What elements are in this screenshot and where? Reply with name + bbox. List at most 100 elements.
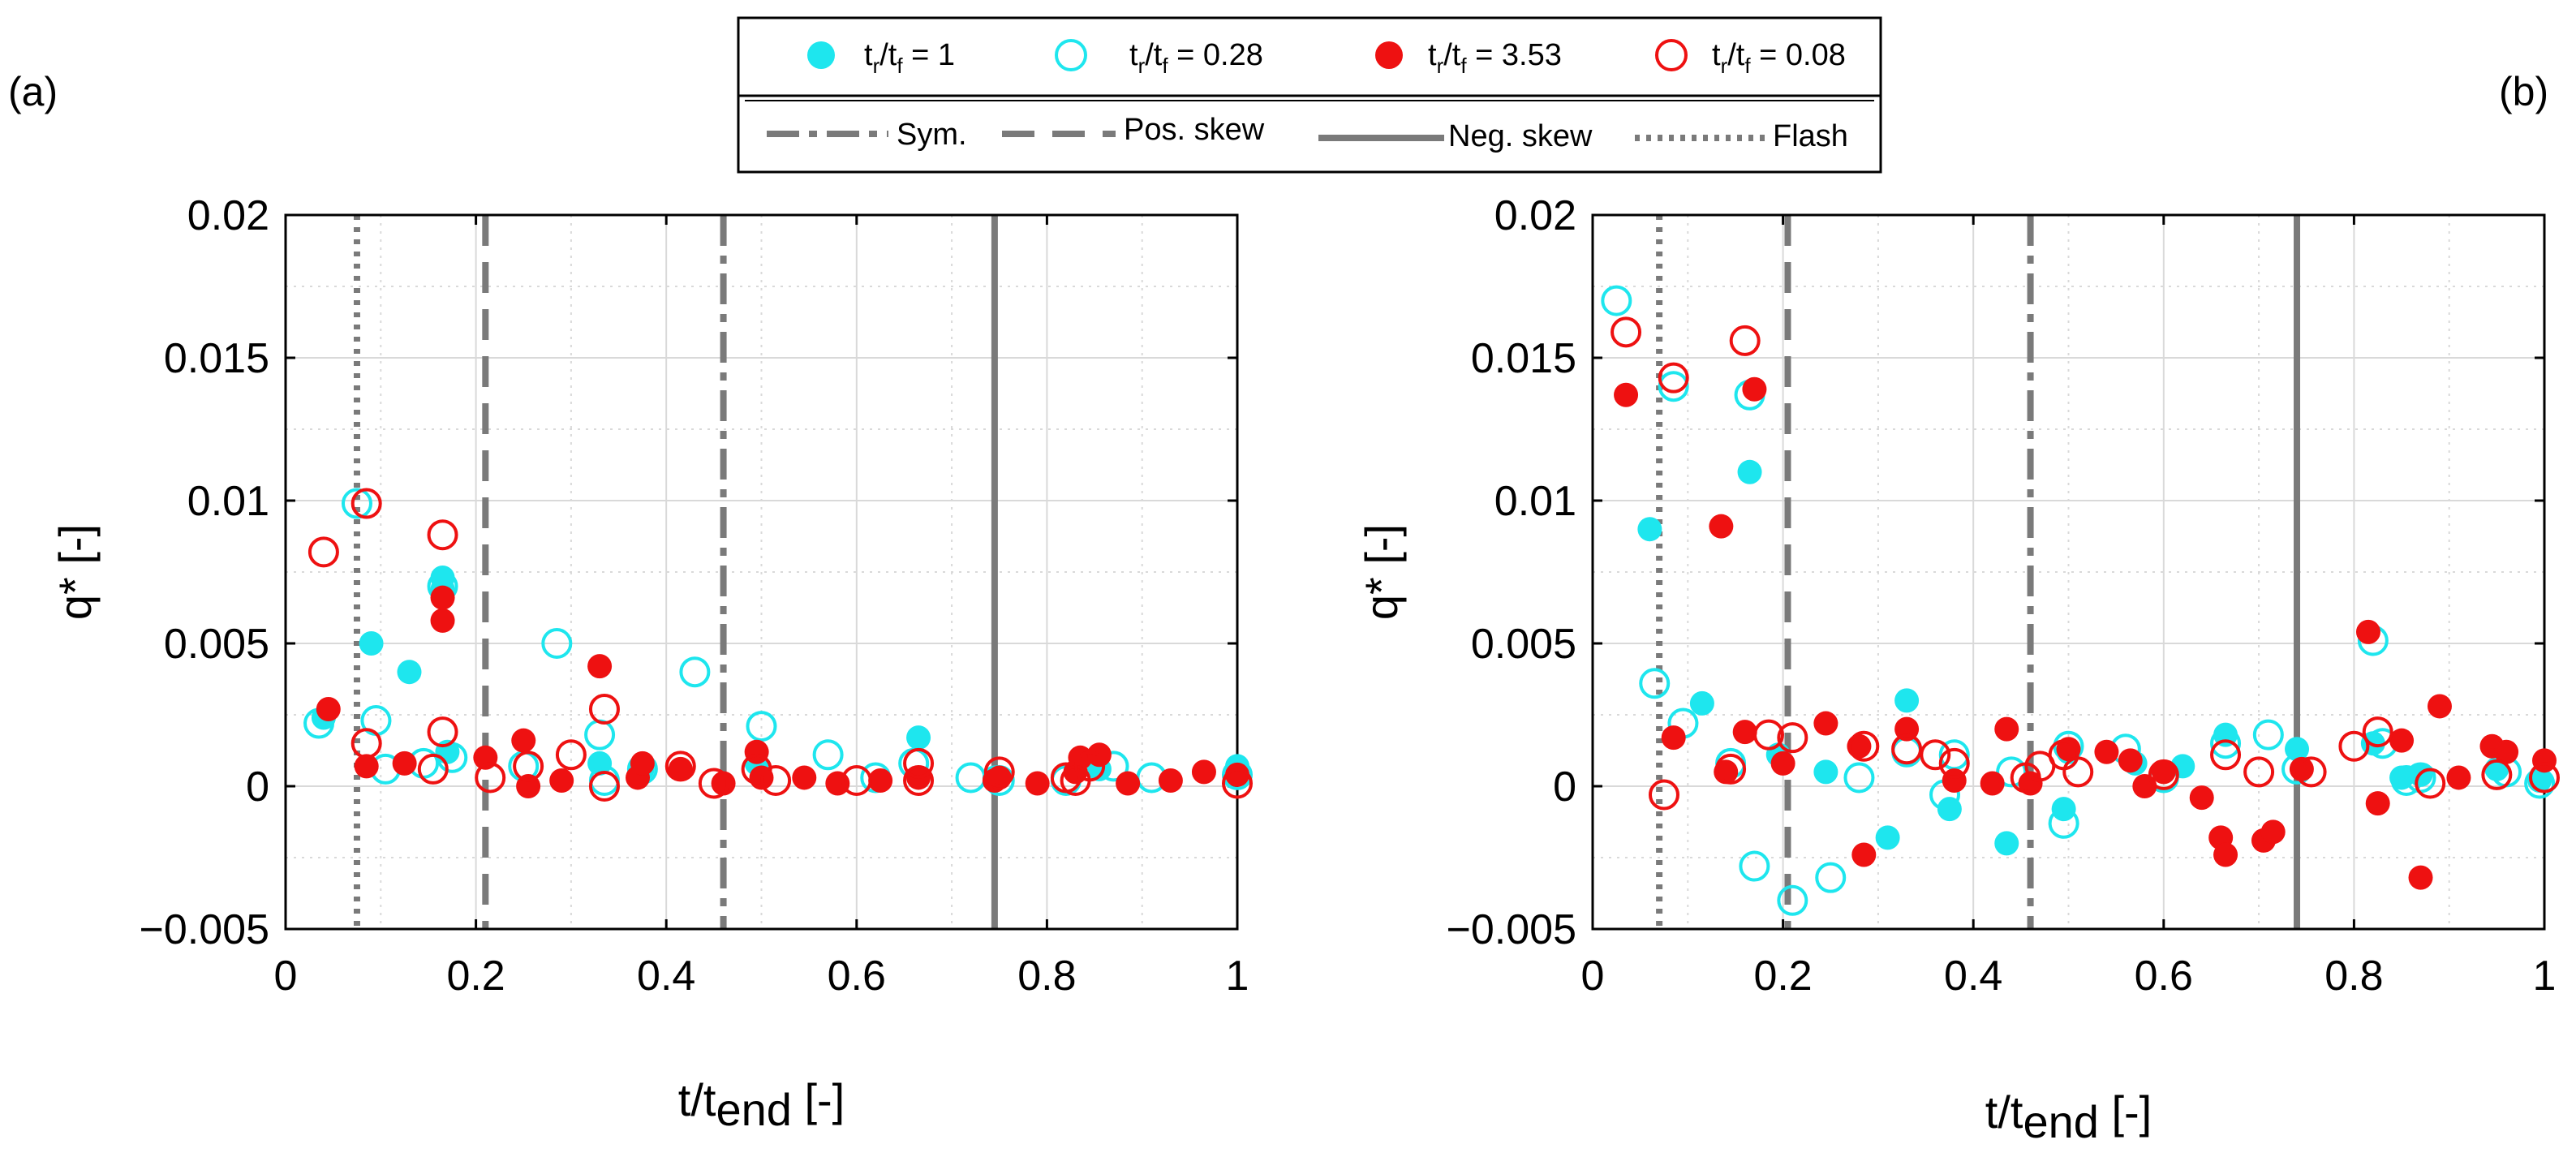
panel-b-ytick-label: 0.005 [1471, 621, 1576, 668]
panel-b-ytick-label: 0.01 [1494, 478, 1576, 525]
panel-b-ytick-label: 0.015 [1471, 335, 1576, 382]
panel-a-point-s4 [555, 739, 587, 771]
panel-b-ytick-label: 0 [1553, 763, 1576, 811]
panel-a-xtick-label: 0.6 [828, 953, 886, 1000]
panel-a-ylabel: q* [-] [49, 524, 101, 620]
panel-b-point-s2 [2390, 764, 2422, 796]
panel-b-point-s2 [1658, 371, 1689, 402]
panel-a-point-s4 [903, 764, 935, 796]
panel-b-point-s1 [1813, 759, 1838, 785]
panel-b-point-s3 [2151, 759, 2176, 785]
panel-b-point-s4 [1648, 779, 1679, 811]
panel-a-point-s4 [588, 693, 620, 725]
panel-b-point-s2 [1815, 862, 1847, 893]
panel-b-point-s3 [2389, 728, 2415, 753]
panel-a-point-s4 [983, 756, 1015, 788]
legend-marker-tr-tf-0-08 [1655, 39, 1688, 71]
panel-b-point-s4 [1658, 362, 1689, 394]
legend-label-tr-tf-3-53: tr/tf = 3.53 [1428, 38, 1562, 78]
panel-b-point-s3 [2094, 739, 2119, 764]
legend-label-sym: Sym. [897, 118, 967, 152]
panel-b-point-s3 [1813, 711, 1838, 736]
panel-a-point-s3 [668, 756, 693, 781]
panel-b-ylabel: q* [-] [1356, 524, 1407, 620]
panel-b-point-s4 [2295, 756, 2327, 788]
panel-b-point-s2 [1843, 762, 1875, 794]
panel-a-point-s4 [698, 768, 729, 799]
panel-a-point-s4 [417, 753, 449, 785]
panel-a-point-s3 [1025, 771, 1050, 796]
panel-a-ytick-label: 0.02 [187, 192, 269, 239]
panel-a-point-s4 [427, 519, 458, 551]
panel-b-ytick-label: −0.005 [1447, 906, 1577, 953]
panel-a-point-s3 [316, 696, 341, 721]
panel-b-point-s4 [1848, 730, 1880, 762]
panel-b-point-s4 [1891, 733, 1923, 765]
legend-label-pos-skew: Pos. skew [1124, 113, 1265, 147]
panel-a-point-s1 [397, 660, 422, 685]
panel-a-point-s3 [630, 751, 655, 776]
panel-a-xtick-label: 0.8 [1017, 953, 1076, 1000]
panel-a-point-s3 [549, 768, 574, 793]
panel-a-ytick-label: −0.005 [140, 906, 270, 953]
panel-b-point-s3 [2289, 756, 2314, 781]
panel-a-point-s3 [744, 739, 769, 764]
panel-b-point-s3 [1614, 382, 1639, 407]
panel-b-point-s3 [2532, 748, 2557, 773]
panel-b: 0 0.2 0.4 0.6 0.8 1−0.00500.0050.010.0150.02q… [1356, 192, 2560, 1147]
panel-a-point-s2 [341, 488, 372, 519]
panel-label-a: (a) [8, 69, 58, 114]
panel-b-point-s3 [2213, 842, 2238, 867]
panel-b-xlabel: t/tend [-] [1985, 1086, 2152, 1147]
panel-b-point-s4 [2338, 730, 2370, 762]
legend-marker-tr-tf-3-53 [1375, 41, 1403, 69]
panel-a-point-s3 [825, 771, 850, 796]
panel-b-point-s3 [1742, 376, 1767, 402]
panel-a-xlabel: t/tend [-] [678, 1074, 845, 1135]
panel-a-ytick-label: 0.01 [187, 478, 269, 525]
legend-label-tr-tf-0-08: tr/tf = 0.08 [1712, 38, 1846, 78]
panel-a-point-s4 [475, 762, 506, 794]
panel-b-point-s4 [2481, 759, 2513, 790]
panel-a-point-s2 [541, 628, 573, 659]
panel-b-xtick-label: 1 [2533, 953, 2557, 1000]
panel-b-xtick-label: 0.4 [1944, 953, 2002, 1000]
panel-b-point-s3 [2118, 748, 2143, 773]
panel-b-point-s3 [2446, 765, 2471, 790]
panel-b-point-s3 [1770, 751, 1795, 776]
panel-a-point-s4 [1222, 768, 1253, 799]
panel-b-point-s3 [1851, 842, 1877, 867]
panel-b-point-s4 [1753, 719, 1785, 751]
panel-a-point-s3 [354, 754, 379, 779]
panel-b-point-s3 [2260, 819, 2286, 845]
panel-a-point-s4 [588, 771, 620, 802]
panel-b-point-s4 [1715, 753, 1747, 785]
legend-marker-tr-tf-0-28 [1055, 39, 1087, 71]
legend: tr/tf = 1 tr/tf = 0.28 tr/tf = 3.53 tr/t… [737, 16, 1882, 174]
legend-label-flash: Flash [1773, 119, 1848, 153]
panel-a: 0 0.2 0.4 0.6 0.8 1−0.00500.0050.010.0150.02q… [49, 192, 1253, 1135]
panel-a-point-s3 [792, 765, 817, 790]
panel-a-ytick-label: 0.005 [164, 621, 269, 668]
panel-b-point-s2 [2210, 728, 2242, 759]
panel-b-point-s3 [1732, 720, 1757, 745]
panel-a-xtick-label: 0 [274, 953, 298, 1000]
panel-b-point-s1 [1737, 459, 1762, 484]
panel-b-point-s2 [1777, 884, 1808, 916]
panel-a-point-s2 [812, 739, 844, 771]
panel-b-point-s3 [2189, 785, 2214, 811]
panel-b-point-s3 [2427, 694, 2452, 719]
panel-a-point-s4 [307, 536, 339, 568]
panel-a-point-s2 [679, 656, 711, 688]
panel-a-point-s3 [1116, 771, 1141, 796]
panel-a-point-s3 [430, 585, 455, 610]
legend-label-tr-tf-0-28: tr/tf = 0.28 [1129, 38, 1263, 78]
panel-b-point-s4 [2362, 716, 2393, 748]
panel-a-point-s1 [906, 725, 931, 751]
panel-b-point-s2 [2252, 719, 2284, 751]
panel-b-point-s3 [2056, 737, 2081, 762]
panel-b-point-s2 [1996, 756, 2028, 788]
panel-a-point-s3 [587, 654, 613, 679]
panel-a-point-s4 [903, 747, 935, 779]
